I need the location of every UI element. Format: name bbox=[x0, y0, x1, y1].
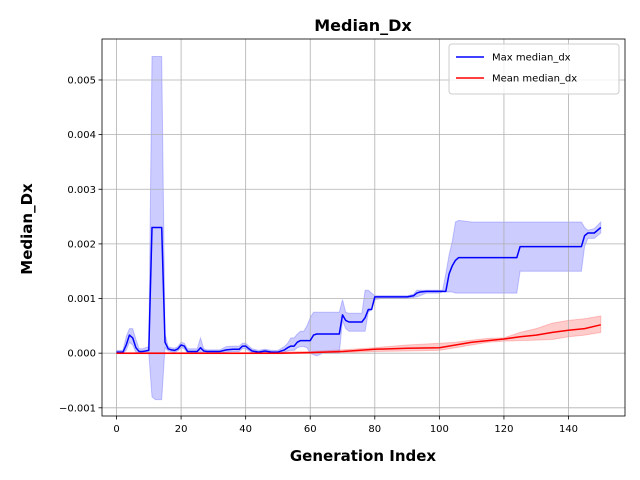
legend: Max median_dx Mean median_dx bbox=[448, 43, 620, 95]
y-axis-label: Median_Dx bbox=[18, 183, 36, 275]
y-tick-label: 0.005 bbox=[67, 75, 96, 86]
x-tick-label: 60 bbox=[304, 424, 317, 435]
x-axis-label: Generation Index bbox=[290, 447, 437, 465]
series-lines bbox=[116, 226, 602, 354]
legend-label-1: Max median_dx bbox=[492, 53, 571, 64]
x-tick-label: 20 bbox=[175, 424, 188, 435]
y-tick-label: 0.004 bbox=[67, 130, 96, 141]
x-axis-ticks: 0 20 40 60 80 100 120 140 bbox=[113, 416, 578, 435]
x-tick-label: 40 bbox=[239, 424, 252, 435]
x-tick-label: 120 bbox=[494, 424, 513, 435]
y-tick-label: 0.002 bbox=[67, 239, 96, 250]
x-tick-label: 140 bbox=[559, 424, 578, 435]
series-line-2 bbox=[116, 324, 601, 354]
x-tick-label: 0 bbox=[113, 424, 119, 435]
y-tick-label: −0.001 bbox=[59, 403, 96, 414]
y-tick-label: 0.001 bbox=[67, 294, 96, 305]
grid-lines bbox=[102, 39, 625, 416]
legend-label-2: Mean median_dx bbox=[492, 74, 577, 85]
y-tick-label: 0.000 bbox=[67, 349, 96, 360]
y-tick-label: 0.003 bbox=[67, 185, 96, 196]
series-line-1 bbox=[116, 226, 602, 353]
plot-frame bbox=[101, 38, 626, 417]
chart-title: Median_Dx bbox=[314, 16, 412, 35]
y-axis-ticks: −0.001 0.000 0.001 0.002 0.003 0.004 0.005 bbox=[59, 75, 102, 414]
x-tick-label: 80 bbox=[368, 424, 381, 435]
x-tick-label: 100 bbox=[430, 424, 449, 435]
legend-box bbox=[448, 43, 620, 95]
